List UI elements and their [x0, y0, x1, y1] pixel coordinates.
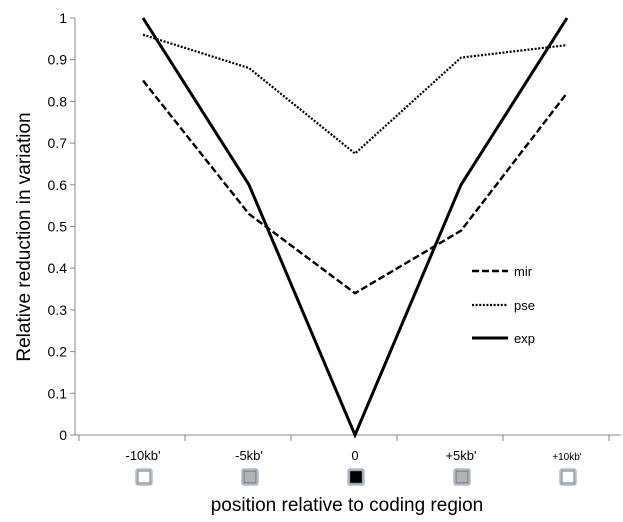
series-lines — [141, 17, 569, 439]
y-tick-label: 0 — [59, 427, 67, 443]
x-tick-label: 0 — [351, 448, 358, 463]
legend-label-pse: pse — [514, 298, 535, 313]
position-marker — [243, 470, 257, 484]
y-axis-title: Relative reduction in variation — [14, 112, 35, 361]
legend: mir pse exp — [472, 264, 535, 346]
y-tick-label: 0.1 — [48, 385, 68, 401]
position-marker — [349, 470, 363, 484]
y-tick-label: 0.7 — [48, 135, 68, 151]
series-mir-line — [142, 79, 568, 295]
x-tick-label: -5kb' — [235, 448, 263, 463]
x-tick-label: +5kb' — [445, 448, 476, 463]
x-tick-label: -10kb' — [125, 448, 160, 463]
x-tick-label: +10kb' — [552, 452, 582, 463]
y-axis: 0 0.1 0.2 0.3 0.4 0.5 0.6 0.7 0.8 0.9 1 — [48, 10, 76, 443]
position-marker — [455, 470, 469, 484]
y-tick-label: 0.8 — [48, 93, 68, 109]
y-tick-label: 0.9 — [48, 52, 68, 68]
y-tick-label: 1 — [59, 10, 67, 26]
position-markers — [135, 468, 577, 486]
y-tick-label: 0.2 — [48, 344, 68, 360]
y-tick-label: 0.6 — [48, 177, 68, 193]
legend-label-mir: mir — [514, 264, 533, 279]
position-marker — [561, 470, 575, 484]
y-tick-label: 0.4 — [48, 260, 68, 276]
x-axis: -10kb' -5kb' 0 +5kb' +10kb' — [75, 434, 621, 463]
y-tick-label: 0.3 — [48, 302, 68, 318]
series-exp-line — [141, 17, 569, 439]
series-pse-line — [142, 33, 568, 155]
y-tick-label: 0.5 — [48, 219, 68, 235]
legend-label-exp: exp — [514, 331, 535, 346]
x-axis-title: position relative to coding region — [211, 495, 484, 516]
position-marker — [137, 470, 151, 484]
